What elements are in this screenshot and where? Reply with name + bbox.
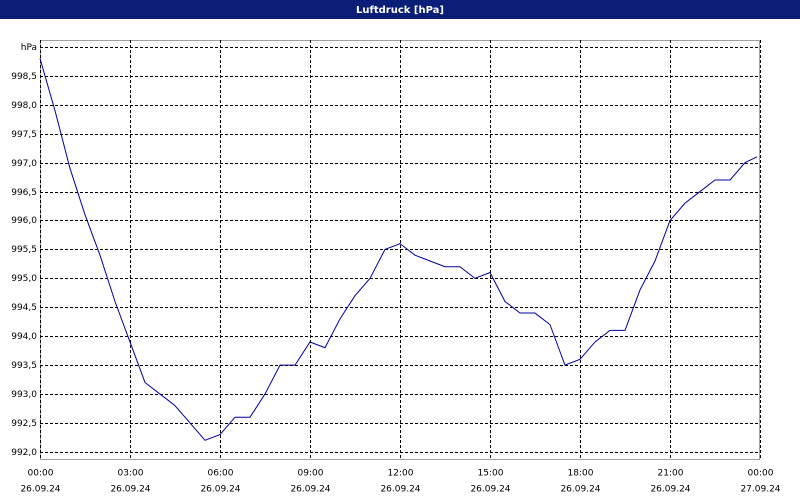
y-tick-label: 995,5 [11,245,37,255]
x-tick-date: 27.09.24 [740,485,780,495]
x-tick-date: 26.09.24 [20,485,60,495]
y-tick-label: 993,0 [11,390,37,400]
y-tick-label: 995,0 [11,274,37,284]
line-series [39,58,758,441]
x-tick-date: 26.09.24 [650,485,690,495]
y-tick-label: 998,0 [11,101,37,111]
y-tick-label: 998,5 [11,72,37,82]
x-tick-label: 12:00 [388,469,414,479]
x-tick-label: 03:00 [118,469,144,479]
y-tick-label: 992,0 [11,448,37,458]
x-tick-label: 09:00 [298,469,324,479]
x-tick-date: 26.09.24 [290,485,330,495]
x-tick-label: 18:00 [568,469,594,479]
chart-title: Luftdruck [hPa] [356,5,444,16]
x-tick-label: 06:00 [208,469,234,479]
x-tick-label: 15:00 [478,469,504,479]
y-tick-label: 992,5 [11,419,37,429]
x-tick-date: 26.09.24 [560,485,600,495]
x-tick-date: 26.09.24 [470,485,510,495]
x-tick-label: 00:00 [28,469,54,479]
x-tick-label: 00:00 [748,469,774,479]
x-tick-date: 26.09.24 [200,485,240,495]
y-tick-label: 996,0 [11,216,37,226]
y-tick-label: 994,0 [11,332,37,342]
y-tick-label: 997,0 [11,159,37,169]
y-tick-label: 993,5 [11,361,37,371]
x-tick-label: 21:00 [658,469,684,479]
y-tick-label: hPa [21,43,37,53]
y-tick-label: 994,5 [11,303,37,313]
y-tick-label: 997,5 [11,130,37,140]
x-tick-date: 26.09.24 [110,485,150,495]
x-tick-date: 26.09.24 [380,485,420,495]
title-bar [0,0,800,19]
y-tick-label: 996,5 [11,188,37,198]
